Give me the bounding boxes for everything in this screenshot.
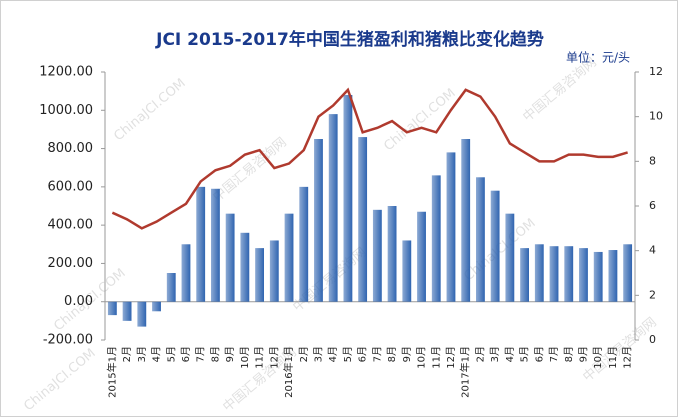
bar xyxy=(417,211,426,302)
bar xyxy=(564,246,574,302)
x-tick-label: 7月 xyxy=(371,346,383,362)
bar xyxy=(623,244,633,302)
bar xyxy=(314,139,323,302)
x-tick-label: 2月 xyxy=(121,346,133,362)
x-tick-label: 3月 xyxy=(312,346,324,362)
y2-tick-label: 6 xyxy=(649,199,656,212)
x-tick-label: 5月 xyxy=(342,346,354,362)
bar xyxy=(372,209,382,302)
bar xyxy=(152,301,161,312)
x-tick-label: 6月 xyxy=(357,346,369,362)
x-tick-label: 10月 xyxy=(239,346,251,369)
x-tick-label: 11月 xyxy=(254,346,266,369)
bar xyxy=(476,177,485,302)
x-tick-label: 11月 xyxy=(607,346,619,369)
x-tick-label: 11月 xyxy=(430,346,442,369)
x-tick-label: 2016年1月 xyxy=(282,346,295,398)
x-tick-label: 8月 xyxy=(386,346,398,362)
y2-tick-label: 4 xyxy=(649,244,656,257)
y2-tick-label: 2 xyxy=(649,288,656,301)
bar xyxy=(608,250,618,302)
y2-tick-label: 12 xyxy=(649,65,663,78)
x-tick-label: 3月 xyxy=(136,346,148,362)
bar xyxy=(358,137,368,302)
x-tick-label: 12月 xyxy=(622,346,634,369)
x-tick-label: 8月 xyxy=(209,346,221,362)
bar xyxy=(137,301,147,327)
x-tick-label: 12月 xyxy=(268,346,280,369)
chart-title: JCI 2015-2017年中国生猪盈利和猪粮比变化趋势 xyxy=(155,29,544,50)
bar xyxy=(255,248,264,302)
x-tick-label: 2月 xyxy=(298,346,310,362)
bar xyxy=(166,273,176,302)
bar xyxy=(505,213,515,302)
bar xyxy=(534,244,544,302)
y-tick-label: 200.00 xyxy=(48,256,94,271)
bar xyxy=(461,139,471,302)
x-tick-label: 12月 xyxy=(445,346,457,369)
bar xyxy=(343,94,353,302)
bar xyxy=(328,114,338,302)
x-tick-label: 2月 xyxy=(474,346,486,362)
y-tick-label: 0.00 xyxy=(64,294,93,309)
y-tick-label: 800.00 xyxy=(48,141,94,156)
y2-tick-label: 8 xyxy=(649,154,656,167)
bar xyxy=(107,301,117,316)
bar xyxy=(490,190,500,302)
bar xyxy=(181,244,191,302)
y-tick-label: 1200.00 xyxy=(39,65,93,80)
x-tick-label: 6月 xyxy=(180,346,192,362)
x-tick-label: 2017年1月 xyxy=(459,346,472,398)
x-tick-label: 9月 xyxy=(224,346,236,362)
x-tick-label: 6月 xyxy=(533,346,545,362)
bar xyxy=(225,213,235,302)
y-tick-label: 600.00 xyxy=(48,179,94,194)
bar xyxy=(549,246,559,302)
bar xyxy=(579,248,588,302)
bar xyxy=(593,251,603,302)
x-tick-label: 4月 xyxy=(504,346,516,362)
y2-tick-label: 10 xyxy=(649,110,663,123)
bar xyxy=(446,152,456,302)
x-tick-label: 9月 xyxy=(577,346,589,362)
x-tick-label: 4月 xyxy=(327,346,339,362)
x-tick-label: 7月 xyxy=(195,346,207,362)
bar xyxy=(284,213,294,302)
bar xyxy=(196,186,206,302)
bar xyxy=(402,240,412,302)
y2-tick-label: 0 xyxy=(649,333,656,346)
x-tick-label: 9月 xyxy=(401,346,413,362)
y-tick-label: -200.00 xyxy=(43,333,93,348)
bar xyxy=(520,248,529,302)
bar xyxy=(122,301,132,321)
y-tick-label: 400.00 xyxy=(48,218,94,233)
x-tick-label: 4月 xyxy=(151,346,163,362)
bar xyxy=(240,232,250,302)
bar xyxy=(299,186,309,302)
x-tick-label: 8月 xyxy=(563,346,575,362)
unit-label: 单位：元/头 xyxy=(566,50,630,65)
bar xyxy=(269,240,279,302)
x-tick-label: 7月 xyxy=(548,346,560,362)
x-tick-label: 5月 xyxy=(519,346,531,362)
y-tick-label: 1000.00 xyxy=(39,103,93,118)
x-tick-label: 3月 xyxy=(489,346,501,362)
bar xyxy=(387,206,397,302)
bar xyxy=(211,188,220,302)
line xyxy=(111,87,629,230)
x-tick-label: 10月 xyxy=(592,346,604,369)
x-tick-label: 2015年1月 xyxy=(105,346,118,398)
x-tick-label: 10月 xyxy=(416,346,428,369)
x-tick-label: 5月 xyxy=(165,346,177,362)
bar xyxy=(431,175,441,302)
